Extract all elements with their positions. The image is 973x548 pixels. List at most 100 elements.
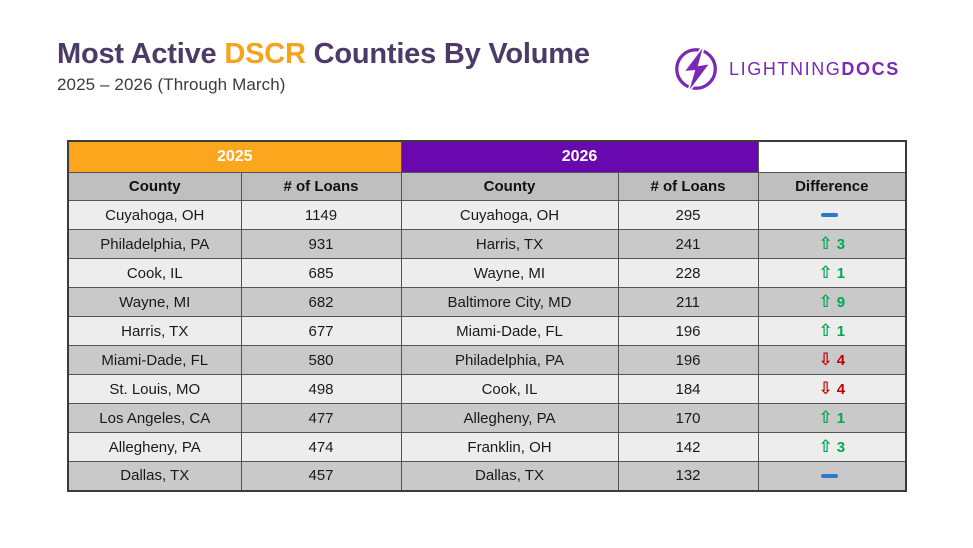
- table-row: St. Louis, MO 498 Cook, IL 184 ⇩ 4: [67, 374, 907, 404]
- lightningdocs-logo: LIGHTNINGDOCS: [671, 42, 900, 96]
- trend-icon: ⇧: [818, 436, 833, 457]
- loans-2026-cell: 142: [617, 432, 759, 462]
- difference-value: 1: [836, 264, 846, 282]
- loans-2025-cell: 580: [240, 345, 402, 375]
- county-2026-cell: Harris, TX: [400, 229, 619, 259]
- col-header-loans-2026: # of Loans: [617, 172, 759, 201]
- table-row: Wayne, MI 682 Baltimore City, MD 211 ⇧ 9: [67, 287, 907, 317]
- trend-icon: [821, 473, 839, 478]
- county-2026-cell: Miami-Dade, FL: [400, 316, 619, 346]
- county-2025-cell: Wayne, MI: [67, 287, 242, 317]
- col-header-county-2025: County: [67, 172, 242, 201]
- trend-icon: ⇧: [818, 233, 833, 254]
- difference-cell: ⇧ 3: [757, 432, 907, 462]
- loans-2026-cell: 170: [617, 403, 759, 433]
- loans-2026-cell: 241: [617, 229, 759, 259]
- loans-2025-cell: 498: [240, 374, 402, 404]
- difference-cell: ⇧ 3: [757, 229, 907, 259]
- loans-2025-cell: 931: [240, 229, 402, 259]
- county-2025-cell: Harris, TX: [67, 316, 242, 346]
- trend-icon: ⇧: [818, 407, 833, 428]
- table-body: Cuyahoga, OH 1149 Cuyahoga, OH 295 Phila…: [67, 200, 907, 491]
- county-2026-cell: Cook, IL: [400, 374, 619, 404]
- year-header-row: 2025 2026: [67, 140, 907, 173]
- trend-icon: ⇧: [818, 291, 833, 312]
- table-row: Dallas, TX 457 Dallas, TX 132: [67, 461, 907, 491]
- loans-2025-cell: 477: [240, 403, 402, 433]
- county-2026-cell: Franklin, OH: [400, 432, 619, 462]
- county-2025-cell: Cuyahoga, OH: [67, 200, 242, 230]
- difference-cell: [757, 200, 907, 230]
- page-title: Most Active DSCR Counties By Volume: [57, 36, 590, 72]
- title-prefix: Most Active: [57, 38, 217, 70]
- county-2025-cell: St. Louis, MO: [67, 374, 242, 404]
- difference-cell: [757, 461, 907, 491]
- table-row: Los Angeles, CA 477 Allegheny, PA 170 ⇧ …: [67, 403, 907, 433]
- difference-cell: ⇧ 1: [757, 258, 907, 288]
- table-row: Harris, TX 677 Miami-Dade, FL 196 ⇧ 1: [67, 316, 907, 346]
- county-2025-cell: Cook, IL: [67, 258, 242, 288]
- column-header-row: County # of Loans County # of Loans Diff…: [67, 172, 907, 201]
- county-2025-cell: Philadelphia, PA: [67, 229, 242, 259]
- loans-2026-cell: 211: [617, 287, 759, 317]
- county-2025-cell: Allegheny, PA: [67, 432, 242, 462]
- lightning-bolt-circle-icon: [675, 43, 717, 95]
- loans-2025-cell: 457: [240, 461, 402, 491]
- county-2025-cell: Los Angeles, CA: [67, 403, 242, 433]
- loans-2026-cell: 228: [617, 258, 759, 288]
- county-2026-cell: Wayne, MI: [400, 258, 619, 288]
- loans-2025-cell: 685: [240, 258, 402, 288]
- year-2025-header: 2025: [67, 140, 402, 173]
- trend-icon: ⇩: [818, 349, 833, 370]
- col-header-loans-2025: # of Loans: [240, 172, 402, 201]
- difference-cell: ⇧ 1: [757, 403, 907, 433]
- trend-icon: ⇩: [818, 378, 833, 399]
- title-block: Most Active DSCR Counties By Volume 2025…: [57, 36, 590, 95]
- table-row: Philadelphia, PA 931 Harris, TX 241 ⇧ 3: [67, 229, 907, 259]
- difference-cell: ⇧ 1: [757, 316, 907, 346]
- page-subtitle: 2025 – 2026 (Through March): [57, 75, 286, 94]
- table-row: Cook, IL 685 Wayne, MI 228 ⇧ 1: [67, 258, 907, 288]
- difference-value: 3: [836, 438, 846, 456]
- trend-icon: ⇧: [818, 320, 833, 341]
- title-suffix: Counties By Volume: [313, 38, 590, 70]
- trend-icon: [821, 213, 839, 217]
- table-row: Miami-Dade, FL 580 Philadelphia, PA 196 …: [67, 345, 907, 375]
- logo-text-docs: DOCS: [841, 58, 900, 79]
- county-2026-cell: Cuyahoga, OH: [400, 200, 619, 230]
- col-header-county-2026: County: [400, 172, 619, 201]
- blank-header-cell: [757, 140, 907, 173]
- trend-icon: ⇧: [818, 262, 833, 283]
- loans-2025-cell: 682: [240, 287, 402, 317]
- difference-value: 4: [836, 351, 846, 369]
- difference-value: 4: [836, 380, 846, 398]
- county-2026-cell: Dallas, TX: [400, 461, 619, 491]
- title-highlight-dscr: DSCR: [224, 38, 306, 70]
- col-header-difference: Difference: [757, 172, 907, 201]
- loans-2026-cell: 132: [617, 461, 759, 491]
- loans-2026-cell: 196: [617, 345, 759, 375]
- table-row: Allegheny, PA 474 Franklin, OH 142 ⇧ 3: [67, 432, 907, 462]
- county-2026-cell: Baltimore City, MD: [400, 287, 619, 317]
- loans-2025-cell: 474: [240, 432, 402, 462]
- county-2026-cell: Philadelphia, PA: [400, 345, 619, 375]
- loans-2026-cell: 295: [617, 200, 759, 230]
- year-2026-header: 2026: [400, 140, 759, 173]
- difference-value: 1: [836, 322, 846, 340]
- logo-text-lightning: LIGHTNING: [729, 58, 842, 79]
- difference-value: 9: [836, 293, 846, 311]
- difference-value: 3: [836, 235, 846, 253]
- loans-2026-cell: 184: [617, 374, 759, 404]
- county-2026-cell: Allegheny, PA: [400, 403, 619, 433]
- county-2025-cell: Miami-Dade, FL: [67, 345, 242, 375]
- difference-cell: ⇩ 4: [757, 345, 907, 375]
- county-2025-cell: Dallas, TX: [67, 461, 242, 491]
- loans-2025-cell: 677: [240, 316, 402, 346]
- loans-2026-cell: 196: [617, 316, 759, 346]
- difference-value: 1: [836, 409, 846, 427]
- table-row: Cuyahoga, OH 1149 Cuyahoga, OH 295: [67, 200, 907, 230]
- loans-2025-cell: 1149: [240, 200, 402, 230]
- logo-wordmark: LIGHTNINGDOCS: [729, 59, 900, 80]
- difference-cell: ⇧ 9: [757, 287, 907, 317]
- difference-cell: ⇩ 4: [757, 374, 907, 404]
